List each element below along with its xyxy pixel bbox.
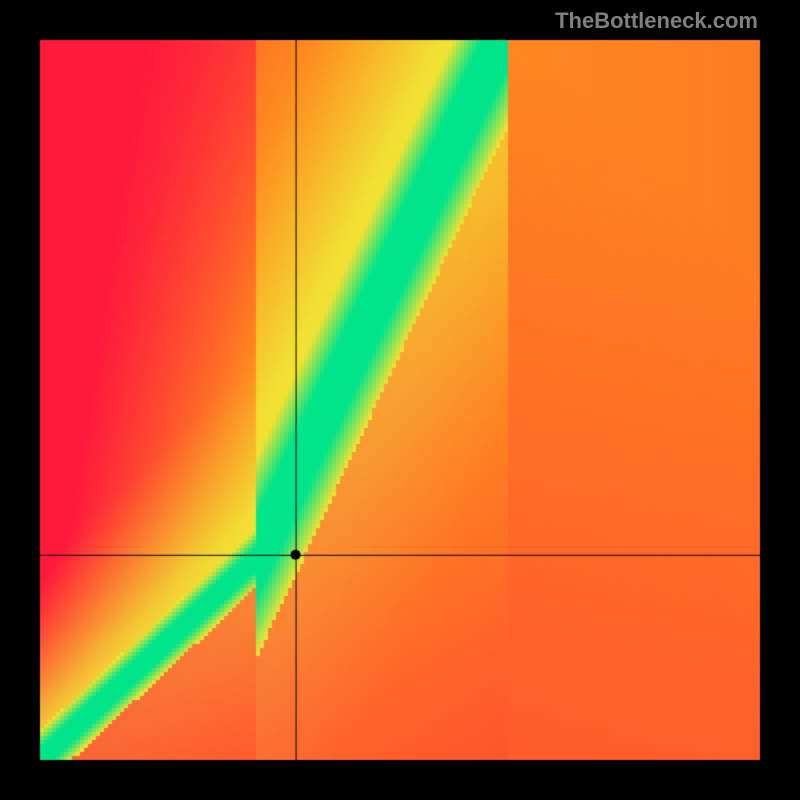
chart-container: TheBottleneck.com <box>0 0 800 800</box>
watermark-text: TheBottleneck.com <box>555 8 758 34</box>
bottleneck-heatmap <box>0 0 800 800</box>
